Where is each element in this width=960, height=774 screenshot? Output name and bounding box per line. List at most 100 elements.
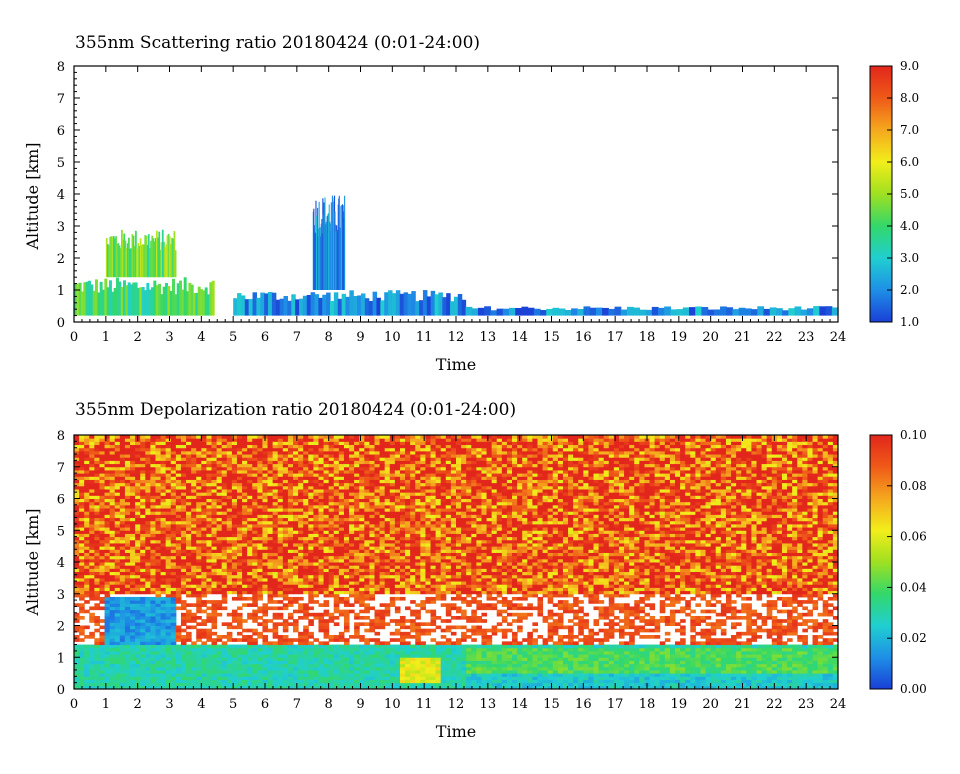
heatmap-cell (186, 489, 192, 493)
heatmap-cell (278, 657, 284, 661)
heatmap-cell (150, 645, 156, 649)
heatmap-cell (135, 530, 141, 534)
heatmap-cell (293, 683, 299, 687)
heatmap-cell (354, 660, 360, 664)
heatmap-cell (94, 445, 100, 449)
heatmap-cell (354, 508, 360, 512)
heatmap-cell (161, 486, 167, 490)
heatmap-cell (150, 470, 156, 474)
heatmap-cell (217, 565, 223, 569)
heatmap-cell (318, 492, 324, 496)
heatmap-cell (130, 540, 136, 544)
heatmap-cell (344, 559, 350, 563)
heatmap-cell (186, 562, 192, 566)
heatmap-cell (212, 575, 218, 579)
heatmap-cell (329, 556, 335, 560)
heatmap-cell (268, 654, 274, 658)
heatmap-cell (115, 606, 121, 610)
heatmap-cell (206, 470, 212, 474)
heatmap-cell (115, 540, 121, 544)
heatmap-cell (359, 473, 365, 477)
heatmap-cell (283, 448, 289, 452)
heatmap-cell (181, 508, 187, 512)
heatmap-cell (212, 281, 215, 316)
heatmap-cell (359, 638, 365, 642)
heatmap-cell (196, 533, 202, 537)
heatmap-cell (242, 492, 248, 496)
heatmap-cell (257, 460, 263, 464)
heatmap-cell (278, 568, 284, 572)
heatmap-cell (364, 645, 370, 649)
heatmap-cell (344, 543, 350, 547)
heatmap-cell (329, 648, 335, 652)
heatmap-cell (375, 648, 381, 652)
heatmap-cell (237, 476, 243, 480)
heatmap-cell (89, 632, 95, 636)
heatmap-cell (237, 613, 243, 617)
heatmap-cell (217, 476, 223, 480)
heatmap-cell (135, 483, 141, 487)
heatmap-cell (375, 632, 381, 636)
heatmap-cell (324, 556, 330, 560)
heatmap-cell (125, 626, 131, 630)
heatmap-cell (349, 540, 355, 544)
heatmap-cell (242, 638, 248, 642)
heatmap-cell (201, 451, 207, 455)
heatmap-cell (110, 660, 116, 664)
heatmap-cell (329, 521, 335, 525)
heatmap-cell (140, 438, 146, 442)
heatmap-cell (252, 527, 258, 531)
heatmap-cell (176, 629, 182, 633)
heatmap-cell (145, 464, 151, 468)
heatmap-cell (135, 521, 141, 525)
heatmap-cell (339, 505, 345, 509)
heatmap-cell (115, 473, 121, 477)
heatmap-cell (110, 559, 116, 563)
heatmap-cell (186, 549, 192, 553)
heatmap-cell (528, 308, 535, 316)
heatmap-cell (161, 524, 167, 528)
heatmap-cell (115, 568, 121, 572)
heatmap-cell (257, 505, 263, 509)
heatmap-cell (334, 527, 340, 531)
heatmap-cell (324, 470, 330, 474)
heatmap-cell (110, 543, 116, 547)
heatmap-cell (262, 460, 268, 464)
heatmap-cell (298, 597, 304, 601)
heatmap-cell (84, 483, 90, 487)
heatmap-cell (181, 546, 187, 550)
heatmap-cell (288, 676, 294, 680)
heatmap-cell (375, 486, 381, 490)
heatmap-cell (94, 572, 100, 576)
heatmap-cell (186, 673, 192, 677)
heatmap-cell (344, 495, 350, 499)
heatmap-cell (84, 479, 90, 483)
heatmap-cell (308, 591, 314, 595)
heatmap-cell (171, 568, 177, 572)
heatmap-cell (135, 514, 141, 518)
heatmap-cell (212, 616, 218, 620)
heatmap-cell (140, 483, 146, 487)
heatmap-cell (186, 537, 192, 541)
heatmap-cell (324, 600, 330, 604)
heatmap-cell (191, 556, 197, 560)
heatmap-cell (212, 632, 218, 636)
heatmap-cell (344, 603, 350, 607)
heatmap-cell (89, 613, 95, 617)
heatmap-cell (237, 679, 243, 683)
heatmap-cell (324, 626, 330, 630)
heatmap-cell (105, 676, 111, 680)
heatmap-cell (283, 527, 289, 531)
heatmap-cell (354, 575, 360, 579)
heatmap-cell (299, 299, 303, 316)
heatmap-cell (222, 591, 228, 595)
heatmap-cell (125, 664, 131, 668)
heatmap-cell (171, 676, 177, 680)
heatmap-cell (176, 518, 182, 522)
heatmap-cell (176, 540, 182, 544)
heatmap-cell (191, 546, 197, 550)
heatmap-cell (94, 575, 100, 579)
heatmap-cell (247, 641, 253, 645)
heatmap-cell (242, 546, 248, 550)
x-tick-label: 18 (639, 330, 656, 345)
